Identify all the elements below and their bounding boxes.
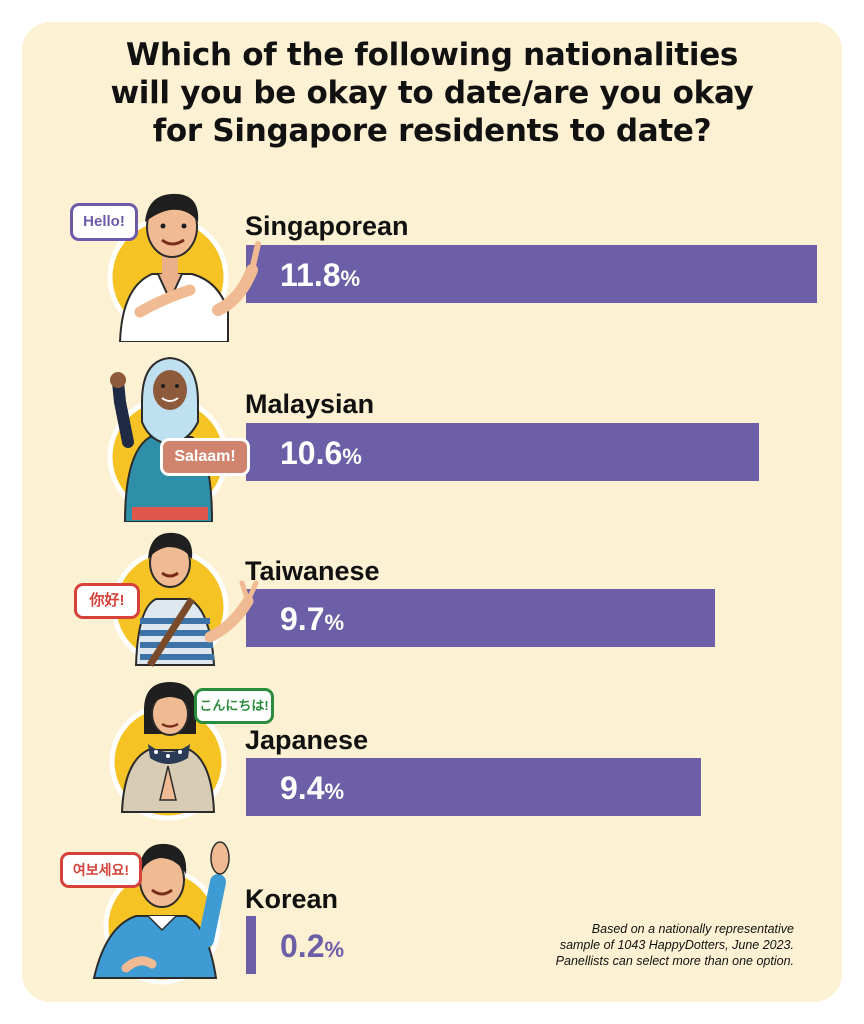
title-line: for Singapore residents to date? bbox=[152, 113, 712, 149]
value-number: 9.4 bbox=[280, 770, 325, 806]
japanese-woman-illustration bbox=[109, 682, 227, 821]
value-number: 9.7 bbox=[280, 601, 325, 637]
category-label-korean: Korean bbox=[245, 884, 339, 914]
value-unit: % bbox=[324, 937, 345, 962]
footnote-line: Panellists can select more than one opti… bbox=[555, 954, 794, 968]
bar-singaporean bbox=[246, 245, 817, 303]
title-line: will you be okay to date/are you okay bbox=[110, 75, 754, 111]
value-number: 0.2 bbox=[280, 928, 325, 964]
value-label-malaysian: 10.6% bbox=[280, 436, 362, 470]
singaporean-man-illustration bbox=[107, 193, 261, 342]
bar-taiwanese bbox=[246, 589, 715, 647]
chart-title: Which of the following nationalities wil… bbox=[0, 36, 864, 150]
value-unit: % bbox=[340, 266, 361, 291]
value-unit: % bbox=[324, 779, 345, 804]
footnote-line: Based on a nationally representative bbox=[591, 922, 794, 936]
bar-korean bbox=[246, 916, 256, 974]
korean-man-illustration bbox=[92, 841, 230, 985]
footnote: Based on a nationally representative sam… bbox=[494, 921, 794, 969]
speech-bubble-hello: Hello! bbox=[70, 203, 138, 241]
speech-bubble-nihao: 你好! bbox=[74, 583, 140, 619]
malaysian-woman-illustration bbox=[107, 356, 229, 522]
value-unit: % bbox=[342, 444, 362, 469]
value-number: 10.6 bbox=[280, 435, 343, 471]
bar-japanese bbox=[246, 758, 701, 816]
category-label-japanese: Japanese bbox=[245, 725, 369, 755]
value-label-japanese: 9.4% bbox=[280, 771, 344, 805]
value-number: 11.8 bbox=[280, 257, 341, 293]
value-label-taiwanese: 9.7% bbox=[280, 602, 344, 636]
bar-malaysian bbox=[246, 423, 759, 481]
title-line: Which of the following nationalities bbox=[125, 37, 739, 73]
category-label-malaysian: Malaysian bbox=[245, 389, 375, 419]
category-label-singaporean: Singaporean bbox=[245, 211, 409, 241]
speech-bubble-yeoboseyo: 여보세요! bbox=[60, 852, 142, 888]
value-label-korean: 0.2% bbox=[280, 929, 344, 963]
footnote-line: sample of 1043 HappyDotters, June 2023. bbox=[559, 938, 794, 952]
value-unit: % bbox=[324, 610, 345, 635]
category-label-taiwanese: Taiwanese bbox=[245, 556, 380, 586]
speech-bubble-konnichiwa: こんにちは! bbox=[194, 688, 274, 724]
speech-bubble-salaam: Salaam! bbox=[160, 438, 250, 476]
value-label-singaporean: 11.8% bbox=[280, 258, 360, 292]
